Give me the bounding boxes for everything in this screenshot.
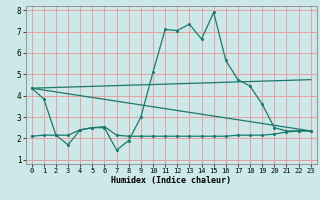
X-axis label: Humidex (Indice chaleur): Humidex (Indice chaleur) <box>111 176 231 185</box>
